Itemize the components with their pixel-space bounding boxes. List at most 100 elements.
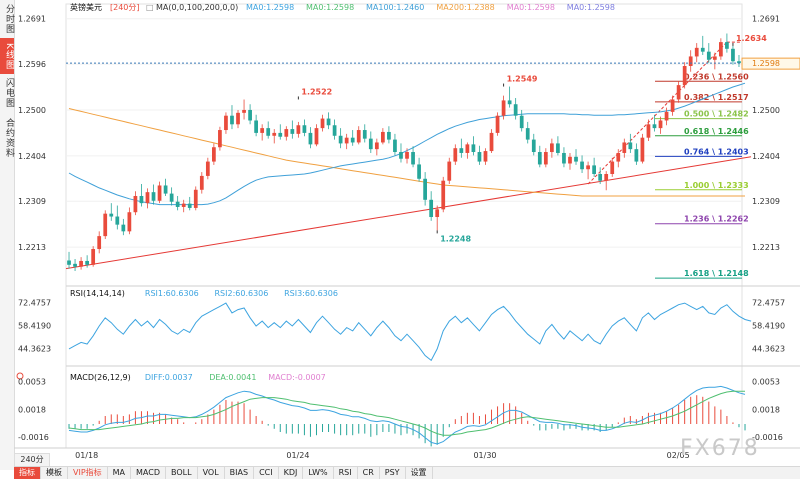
toolbar-vol[interactable]: VOL (198, 467, 225, 479)
candle (712, 52, 717, 70)
candle-body (103, 213, 108, 237)
candle (483, 148, 488, 165)
x-tick-1: 01/24 (286, 451, 309, 460)
current-price-box (741, 57, 800, 70)
candle (157, 181, 162, 204)
candle-body (580, 161, 584, 170)
candle-body (652, 124, 657, 129)
fib-label-5: 1.000 \ 1.2333 (684, 181, 749, 190)
candle-body (224, 115, 228, 131)
toolbar-kdj[interactable]: KDJ (279, 467, 304, 479)
candle (67, 251, 71, 269)
candle (537, 145, 542, 168)
candle (465, 142, 470, 159)
candle-body (604, 174, 609, 181)
y-tick-right: 1.2213 (752, 243, 780, 252)
fib-label-3: 0.618 \ 1.2446 (684, 127, 749, 136)
candle (224, 112, 228, 134)
toolbar-macd[interactable]: MACD (131, 467, 167, 479)
candle (320, 114, 325, 132)
candle-body (682, 66, 687, 86)
candle-body (646, 124, 651, 138)
candle (640, 133, 645, 164)
y-tick-left: 1.2596 (18, 60, 46, 69)
candle-body (218, 130, 222, 148)
candle-body (199, 175, 204, 190)
tab-flash-chart[interactable]: 闪电图 (4, 78, 14, 108)
toolbar-bias[interactable]: BIAS (225, 467, 255, 479)
candle-body (290, 129, 295, 134)
candle (181, 199, 186, 213)
candle-body (284, 129, 289, 137)
candle (586, 161, 590, 180)
candle (453, 144, 458, 165)
legend-ma-4: MA0:1.2598 (507, 3, 555, 12)
toolbar-psy[interactable]: PSY (380, 467, 406, 479)
fib-label-4: 0.764 \ 1.2403 (684, 147, 749, 156)
candle (441, 176, 446, 213)
candle (646, 119, 651, 142)
candle (368, 131, 373, 153)
candle (519, 109, 524, 132)
candle (338, 128, 343, 149)
candle (374, 138, 379, 156)
candle-body (495, 115, 500, 133)
toolbar-boll[interactable]: BOLL (166, 467, 198, 479)
candle (290, 120, 295, 139)
candle (127, 207, 132, 235)
toolbar-cr[interactable]: CR (358, 467, 380, 479)
y-tick-left: 1.2309 (18, 197, 46, 206)
candle (706, 43, 711, 64)
candle (634, 143, 639, 165)
candle-body (320, 118, 325, 129)
period-selector[interactable]: 240分 (14, 453, 50, 467)
candle-body (91, 249, 96, 265)
candle-body (169, 193, 174, 202)
fib-diagonal (587, 41, 728, 185)
candle-body (670, 99, 675, 112)
toolbar-settings[interactable]: 设置 (406, 467, 433, 479)
candle-body (453, 148, 458, 162)
y-tick-right: 1.2309 (752, 197, 780, 206)
x-tick-2: 01/30 (473, 451, 496, 460)
candle-body (121, 224, 126, 232)
macd-diff-line (68, 385, 746, 445)
tab-time-chart[interactable]: 分时图 (4, 4, 14, 34)
macd-tick-left: 0.0053 (18, 378, 46, 387)
candle-body (296, 125, 301, 134)
tab-contract-info[interactable]: 合约资料 (4, 118, 14, 158)
candle-body (483, 151, 488, 162)
candle (242, 99, 246, 120)
candle-body (374, 142, 379, 150)
fib-label-1: 0.382 \ 1.2517 (684, 93, 749, 102)
candle (670, 95, 675, 116)
candle (326, 112, 331, 130)
candle-body (338, 135, 343, 144)
candle (344, 133, 349, 150)
toolbar-vip-indicators[interactable]: VIP指标 (68, 467, 108, 479)
candle-body (67, 260, 71, 265)
watermark-logo: FX678 (680, 436, 760, 461)
candle (230, 105, 234, 130)
candle-body (447, 161, 452, 181)
candle (507, 86, 512, 108)
rsi-tick-left: 44.3623 (18, 344, 51, 353)
fib-label-2: 0.500 \ 1.2482 (684, 110, 749, 119)
candle-body (133, 195, 138, 213)
candle (272, 129, 277, 144)
y-tick-left: 1.2404 (18, 152, 46, 161)
toolbar-indicators[interactable]: 指标 (14, 467, 41, 479)
candle-body (507, 100, 512, 105)
candle-body (465, 144, 470, 153)
candle (676, 81, 681, 103)
toolbar-cci[interactable]: CCI (254, 467, 279, 479)
candle-body (151, 192, 156, 201)
candle-body (525, 128, 530, 140)
tab-kline-chart[interactable]: K线图 (0, 38, 14, 74)
toolbar-ma[interactable]: MA (108, 467, 132, 479)
toolbar-lw[interactable]: LW% (303, 467, 334, 479)
fib-levels: 0.236 \ 1.2560 0.382 \ 1.2517 0.500 \ 1.24… (655, 72, 749, 279)
toolbar-rsi[interactable]: RSI (334, 467, 358, 479)
toolbar-templates[interactable]: 模板 (41, 467, 68, 479)
